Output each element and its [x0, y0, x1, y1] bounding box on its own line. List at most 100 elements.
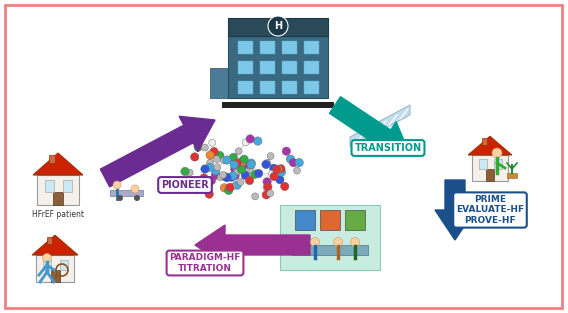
Circle shape	[237, 178, 244, 185]
Circle shape	[264, 183, 272, 191]
Polygon shape	[32, 235, 78, 255]
Circle shape	[262, 191, 270, 199]
Polygon shape	[280, 205, 380, 270]
Text: HFrEF patient: HFrEF patient	[32, 210, 84, 219]
Text: PARADIGM-HF
TITRATION: PARADIGM-HF TITRATION	[169, 253, 241, 273]
FancyArrow shape	[435, 180, 475, 240]
Circle shape	[262, 160, 270, 169]
Circle shape	[227, 173, 236, 181]
Polygon shape	[51, 270, 60, 282]
Circle shape	[229, 153, 237, 162]
Polygon shape	[49, 155, 55, 163]
Circle shape	[274, 165, 282, 173]
Polygon shape	[33, 153, 83, 175]
Circle shape	[277, 168, 286, 176]
Circle shape	[218, 174, 224, 181]
Circle shape	[186, 182, 194, 190]
Circle shape	[43, 254, 52, 263]
Circle shape	[237, 158, 245, 166]
Circle shape	[117, 195, 123, 201]
Circle shape	[192, 185, 201, 194]
Circle shape	[263, 177, 272, 186]
Polygon shape	[295, 210, 315, 230]
Text: H: H	[274, 21, 282, 31]
Circle shape	[240, 162, 248, 171]
Circle shape	[228, 183, 235, 190]
Circle shape	[237, 162, 244, 169]
Circle shape	[243, 168, 250, 175]
Text: TRANSITION: TRANSITION	[354, 143, 421, 153]
Circle shape	[242, 139, 249, 146]
Polygon shape	[260, 41, 275, 54]
Circle shape	[219, 172, 227, 178]
Circle shape	[181, 167, 189, 176]
Polygon shape	[260, 61, 275, 74]
Circle shape	[264, 159, 271, 166]
Circle shape	[247, 160, 256, 169]
Circle shape	[275, 176, 284, 184]
Polygon shape	[110, 190, 143, 196]
Circle shape	[277, 165, 285, 173]
Polygon shape	[238, 81, 253, 94]
Polygon shape	[304, 61, 319, 74]
Circle shape	[350, 238, 360, 247]
Circle shape	[235, 148, 242, 155]
Circle shape	[247, 159, 256, 167]
Circle shape	[216, 151, 224, 160]
Circle shape	[200, 174, 208, 182]
Circle shape	[492, 148, 502, 158]
Circle shape	[212, 173, 219, 180]
Circle shape	[207, 159, 214, 167]
FancyArrow shape	[101, 116, 215, 187]
Circle shape	[197, 177, 206, 185]
Circle shape	[220, 157, 227, 164]
Circle shape	[194, 143, 202, 151]
Circle shape	[113, 181, 121, 189]
Circle shape	[214, 164, 221, 171]
Circle shape	[286, 155, 295, 163]
Circle shape	[209, 139, 216, 146]
Circle shape	[253, 137, 262, 145]
Polygon shape	[47, 237, 52, 244]
Polygon shape	[282, 41, 297, 54]
Circle shape	[250, 170, 259, 178]
Circle shape	[252, 193, 258, 200]
FancyArrow shape	[195, 225, 310, 265]
Text: PRIME
EVALUATE-HF
PROVE-HF: PRIME EVALUATE-HF PROVE-HF	[456, 195, 524, 225]
Circle shape	[333, 238, 343, 247]
Circle shape	[247, 163, 254, 170]
Circle shape	[231, 172, 239, 180]
Polygon shape	[260, 81, 275, 94]
Circle shape	[206, 163, 214, 172]
Circle shape	[222, 173, 230, 181]
Polygon shape	[43, 259, 51, 270]
Circle shape	[237, 165, 246, 174]
Circle shape	[241, 171, 249, 179]
Circle shape	[295, 158, 303, 167]
Polygon shape	[63, 180, 72, 192]
Circle shape	[270, 172, 278, 181]
Circle shape	[281, 182, 289, 191]
Circle shape	[205, 190, 214, 198]
Polygon shape	[210, 68, 228, 98]
Circle shape	[131, 185, 139, 193]
Circle shape	[213, 156, 220, 163]
Polygon shape	[479, 159, 487, 169]
Circle shape	[245, 176, 254, 185]
Polygon shape	[472, 155, 508, 181]
Polygon shape	[36, 255, 74, 282]
Circle shape	[246, 135, 254, 143]
Circle shape	[268, 170, 275, 177]
FancyArrow shape	[329, 97, 410, 155]
Circle shape	[233, 181, 241, 189]
Circle shape	[289, 158, 298, 167]
Circle shape	[232, 161, 240, 169]
Circle shape	[263, 184, 270, 191]
Circle shape	[206, 151, 214, 159]
Circle shape	[268, 16, 288, 36]
Polygon shape	[486, 169, 494, 181]
Circle shape	[233, 163, 240, 170]
Circle shape	[294, 167, 300, 174]
Circle shape	[224, 186, 233, 195]
Circle shape	[229, 172, 237, 180]
